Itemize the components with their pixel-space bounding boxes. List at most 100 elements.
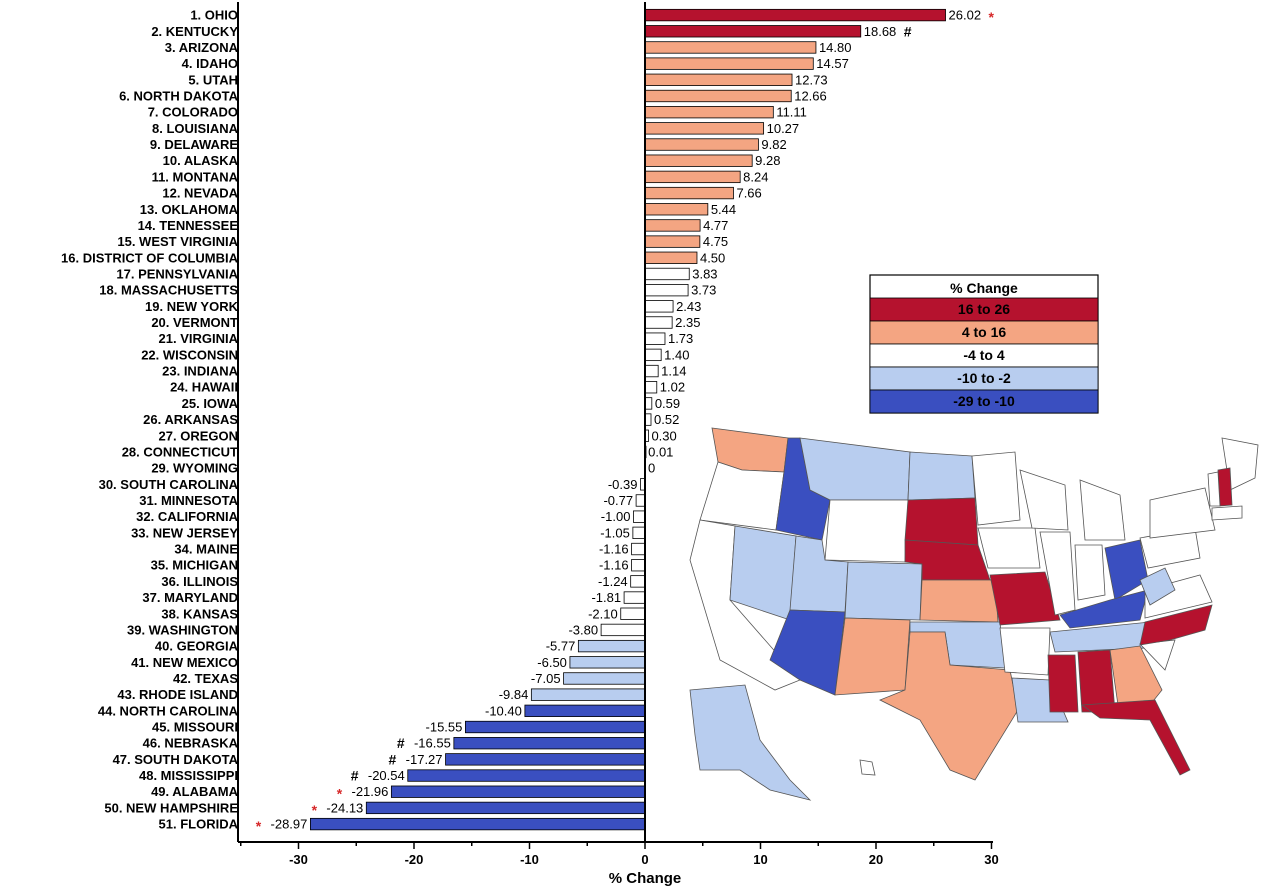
map-state-iowa: [977, 527, 1041, 569]
map-state-nevada: [729, 525, 797, 621]
bar-idaho: [644, 57, 814, 70]
value-label-nevada: 7.66: [736, 186, 761, 201]
value-label-new-york: 2.43: [676, 299, 701, 314]
legend-label: -10 to -2: [957, 370, 1011, 386]
category-label-south-carolina: 30. SOUTH CAROLINA: [99, 477, 239, 492]
bar-nebraska: [453, 737, 646, 750]
value-label-ohio: 26.02: [949, 8, 982, 23]
category-label-virginia: 21. VIRGINIA: [159, 331, 239, 346]
category-label-district-of-columbia: 16. DISTRICT OF COLUMBIA: [61, 250, 239, 265]
bar-hawaii: [644, 381, 658, 394]
bar-new-jersey: [632, 526, 646, 539]
bar-missouri: [464, 720, 646, 734]
category-label-california: 32. CALIFORNIA: [136, 509, 238, 524]
bar-virginia: [644, 332, 666, 345]
x-tick-label: -10: [520, 852, 539, 867]
bar-maryland: [623, 591, 646, 604]
map-state-vermont: [1207, 471, 1221, 507]
map-state-alabama: [1077, 649, 1116, 713]
value-label-texas: -7.05: [531, 671, 561, 686]
significance-marker: *: [256, 818, 262, 834]
category-label-tennessee: 14. TENNESSEE: [138, 218, 239, 233]
bar-arizona: [644, 41, 817, 54]
category-label-new-jersey: 33. NEW JERSEY: [131, 525, 238, 540]
significance-marker: #: [397, 735, 405, 751]
us-map: [689, 427, 1259, 801]
value-label-connecticut: 0.01: [648, 444, 673, 459]
value-label-missouri: -15.55: [426, 720, 463, 735]
value-label-delaware: 9.82: [761, 137, 786, 152]
legend-title: % Change: [950, 280, 1018, 296]
category-label-minnesota: 31. MINNESOTA: [139, 493, 238, 508]
category-label-nevada: 12. NEVADA: [162, 186, 238, 201]
category-label-new-hampshire: 50. NEW HAMPSHIRE: [104, 800, 238, 815]
value-label-north-carolina: -10.40: [485, 703, 522, 718]
value-label-rhode-island: -9.84: [499, 687, 529, 702]
category-label-new-york: 19. NEW YORK: [145, 299, 239, 314]
value-label-south-carolina: -0.39: [608, 477, 638, 492]
value-label-washington: -3.80: [568, 622, 598, 637]
value-label-tennessee: 4.77: [703, 218, 728, 233]
bar-kentucky: [644, 25, 862, 38]
bar-west-virginia: [644, 235, 701, 248]
category-label-florida: 51. FLORIDA: [159, 817, 239, 832]
map-state-north-carolina: [1139, 604, 1213, 646]
value-label-wyoming: 0: [648, 461, 655, 476]
value-label-kansas: -2.10: [588, 606, 618, 621]
map-state-hawaii: [859, 759, 876, 776]
legend-items: 16 to 26 4 to 16 -4 to 4 -10 to -2 -29 to -1…: [869, 297, 1099, 414]
legend-label: 4 to 16: [962, 324, 1007, 340]
value-label-michigan: -1.16: [599, 558, 629, 573]
bar-georgia: [577, 639, 646, 653]
value-label-indiana: 1.14: [661, 364, 686, 379]
category-label-kansas: 38. KANSAS: [161, 606, 238, 621]
bar-maine: [631, 542, 646, 556]
x-axis-title: % Change: [609, 870, 682, 887]
x-tick-label: 0: [641, 852, 648, 867]
map-state-minnesota: [971, 451, 1021, 526]
value-label-kentucky: 18.68: [864, 24, 897, 39]
bar-delaware: [644, 138, 759, 151]
map-state-oregon: [699, 461, 785, 531]
bar-new-hampshire: [365, 801, 646, 815]
category-label-colorado: 7. COLORADO: [148, 105, 238, 120]
bar-michigan: [631, 559, 646, 572]
map-state-mississippi: [1047, 654, 1079, 713]
bar-new-york: [644, 300, 674, 313]
bar-district-of-columbia: [644, 251, 698, 264]
bar-illinois: [630, 575, 646, 588]
category-label-ohio: 1. OHIO: [190, 8, 238, 23]
category-label-west-virginia: 15. WEST VIRGINIA: [117, 234, 238, 249]
value-label-oregon: 0.30: [651, 428, 676, 443]
value-label-vermont: 2.35: [675, 315, 700, 330]
value-label-idaho: 14.57: [816, 56, 849, 71]
value-label-hawaii: 1.02: [660, 380, 685, 395]
category-label-oklahoma: 13. OKLAHOMA: [140, 202, 239, 217]
map-state-florida: [1080, 699, 1191, 776]
category-label-wyoming: 29. WYOMING: [151, 461, 238, 476]
category-label-idaho: 4. IDAHO: [182, 56, 238, 71]
category-label-alaska: 10. ALASKA: [163, 153, 239, 168]
value-label-minnesota: -0.77: [603, 493, 633, 508]
category-label-iowa: 25. IOWA: [182, 396, 239, 411]
map-state-north-dakota: [907, 451, 976, 501]
legend-label: 16 to 26: [958, 301, 1010, 317]
bar-nevada: [644, 186, 734, 200]
map-state-kansas: [919, 579, 999, 623]
value-label-oklahoma: 5.44: [711, 202, 736, 217]
category-label-indiana: 23. INDIANA: [162, 364, 238, 379]
category-label-georgia: 40. GEORGIA: [155, 639, 239, 654]
bar-california: [633, 510, 646, 523]
x-tick-label: 30: [984, 852, 998, 867]
category-label-michigan: 35. MICHIGAN: [151, 558, 238, 573]
bar-vermont: [644, 316, 673, 329]
value-label-alabama: -21.96: [351, 784, 388, 799]
category-label-illinois: 36. ILLINOIS: [161, 574, 238, 589]
bar-north-dakota: [644, 89, 792, 103]
category-label-hawaii: 24. HAWAII: [170, 380, 238, 395]
category-label-oregon: 27. OREGON: [159, 428, 238, 443]
map-state-new-mexico: [834, 617, 911, 696]
category-label-north-dakota: 6. NORTH DAKOTA: [119, 88, 239, 103]
value-label-south-dakota: -17.27: [406, 752, 443, 767]
